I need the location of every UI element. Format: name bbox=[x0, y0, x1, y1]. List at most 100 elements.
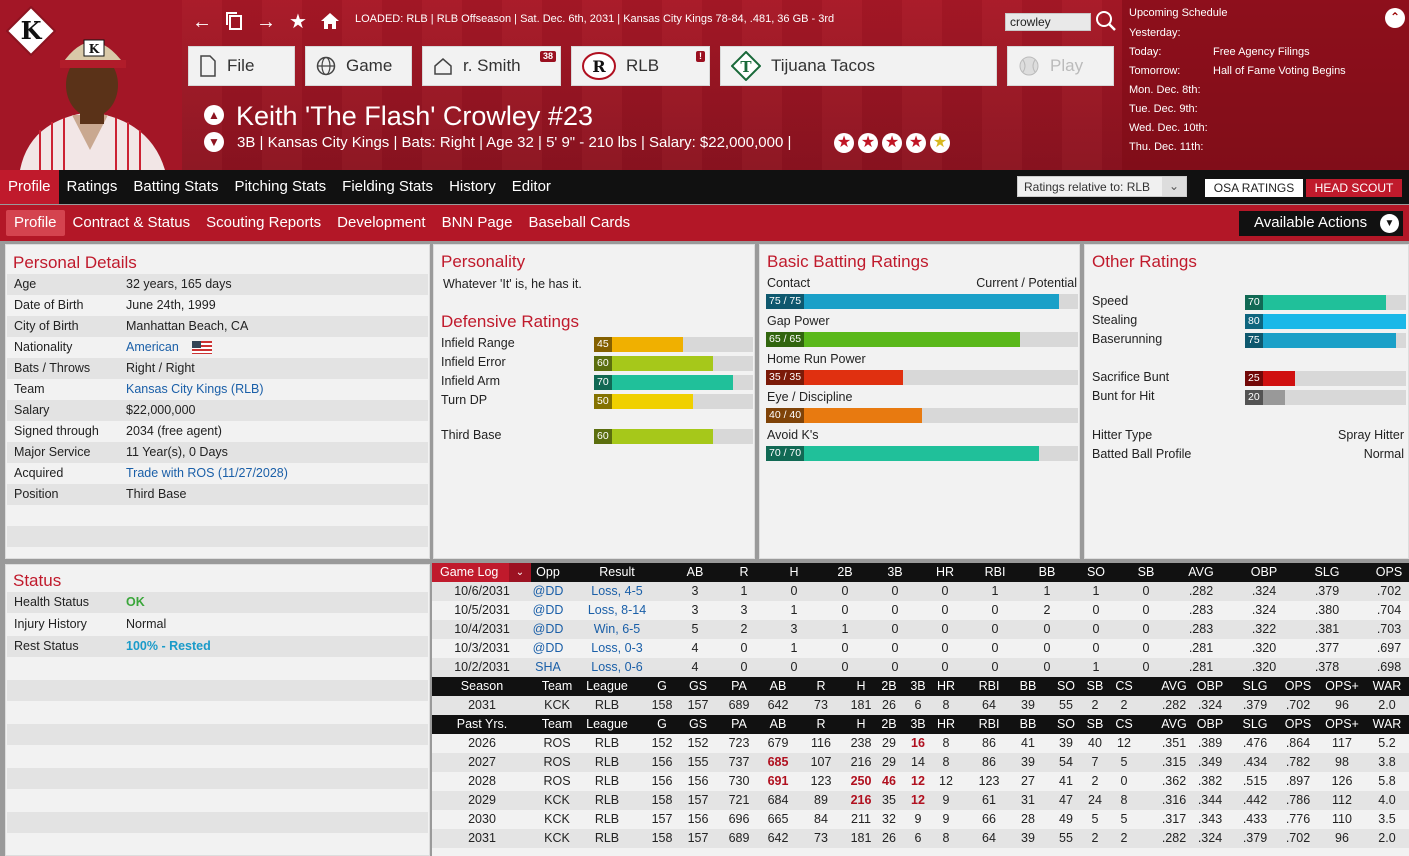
table-cell[interactable]: Loss, 0-6 bbox=[591, 660, 643, 674]
home-icon[interactable] bbox=[318, 10, 342, 34]
column-header[interactable]: 2B bbox=[837, 565, 853, 579]
column-header[interactable]: PA bbox=[731, 717, 747, 731]
column-header[interactable]: AB bbox=[686, 565, 704, 579]
column-header[interactable]: SO bbox=[1086, 565, 1106, 579]
column-header[interactable]: SB bbox=[1137, 565, 1155, 579]
column-header[interactable]: 3B bbox=[910, 717, 926, 731]
column-header[interactable]: BB bbox=[1019, 679, 1037, 693]
column-header[interactable]: R bbox=[816, 679, 826, 693]
column-header[interactable]: SLG bbox=[1242, 679, 1268, 693]
subtab-bnn-page[interactable]: BNN Page bbox=[441, 214, 513, 231]
tab-editor[interactable]: Editor bbox=[511, 178, 551, 195]
column-header[interactable]: R bbox=[816, 717, 826, 731]
column-header[interactable]: Season bbox=[460, 679, 504, 693]
tab-fielding-stats[interactable]: Fielding Stats bbox=[342, 178, 434, 195]
personal-value[interactable]: Trade with ROS (11/27/2028) bbox=[126, 466, 288, 480]
column-header[interactable]: OPS+ bbox=[1325, 717, 1359, 731]
column-header[interactable]: SB bbox=[1086, 717, 1104, 731]
column-header[interactable]: League bbox=[586, 679, 628, 693]
column-header[interactable]: SLG bbox=[1242, 717, 1268, 731]
play-button[interactable]: Play bbox=[1007, 46, 1114, 86]
subtab-scouting-reports[interactable]: Scouting Reports bbox=[206, 214, 322, 231]
next-player-icon[interactable]: ▼ bbox=[204, 132, 224, 152]
subtab-development[interactable]: Development bbox=[337, 214, 426, 231]
column-header[interactable]: BB bbox=[1019, 717, 1037, 731]
column-header[interactable]: 3B bbox=[887, 565, 903, 579]
collapse-header-icon[interactable]: ⌃ bbox=[1385, 8, 1405, 28]
tab-pitching-stats[interactable]: Pitching Stats bbox=[234, 178, 327, 195]
column-header[interactable]: CS bbox=[1115, 679, 1133, 693]
column-header[interactable]: H bbox=[789, 565, 799, 579]
tab-ratings[interactable]: Ratings bbox=[66, 178, 118, 195]
available-actions-button[interactable]: Available Actions ▼ bbox=[1239, 211, 1403, 236]
file-button[interactable]: File bbox=[188, 46, 295, 86]
column-header[interactable]: League bbox=[586, 717, 628, 731]
search-icon[interactable] bbox=[1095, 10, 1117, 32]
column-header[interactable]: GS bbox=[688, 679, 708, 693]
column-header[interactable]: AVG bbox=[1188, 565, 1214, 579]
table-cell[interactable]: Win, 6-5 bbox=[593, 622, 641, 636]
table-cell[interactable]: Loss, 0-3 bbox=[591, 641, 643, 655]
osa-ratings-button[interactable]: OSA RATINGS bbox=[1205, 179, 1303, 197]
column-header[interactable]: OBP bbox=[1196, 717, 1224, 731]
personal-value[interactable]: American bbox=[126, 340, 179, 354]
column-header[interactable]: Team bbox=[541, 717, 573, 731]
league-button[interactable]: R RLB ! bbox=[571, 46, 710, 86]
table-cell[interactable]: @DD bbox=[532, 622, 564, 636]
column-header[interactable]: OPS bbox=[1284, 717, 1312, 731]
tab-history[interactable]: History bbox=[449, 178, 496, 195]
subtab-baseball-cards[interactable]: Baseball Cards bbox=[528, 214, 631, 231]
column-header[interactable]: Team bbox=[541, 679, 573, 693]
column-header[interactable]: RBI bbox=[978, 717, 1000, 731]
table-cell[interactable]: SHA bbox=[535, 660, 561, 674]
column-header[interactable]: OBP bbox=[1250, 565, 1278, 579]
manager-button[interactable]: r. Smith 38 bbox=[422, 46, 561, 86]
column-header[interactable]: AB bbox=[769, 679, 787, 693]
column-header[interactable]: G bbox=[657, 679, 667, 693]
column-header[interactable]: RBI bbox=[978, 679, 1000, 693]
column-header[interactable]: CS bbox=[1115, 717, 1133, 731]
ratings-relative-select[interactable]: Ratings relative to: RLB ⌄ bbox=[1017, 176, 1187, 197]
column-header[interactable]: SO bbox=[1056, 679, 1076, 693]
table-cell[interactable]: Loss, 4-5 bbox=[591, 584, 643, 598]
copy-icon[interactable] bbox=[222, 10, 246, 34]
game-button[interactable]: Game bbox=[305, 46, 412, 86]
forward-arrow-icon[interactable]: → bbox=[256, 11, 276, 33]
column-header[interactable]: HR bbox=[936, 679, 956, 693]
game-log-select[interactable]: Game Log ⌄ bbox=[432, 563, 531, 582]
personal-value[interactable]: Kansas City Kings (RLB) bbox=[126, 382, 264, 396]
column-header[interactable]: Opp bbox=[536, 565, 560, 579]
column-header[interactable]: OPS+ bbox=[1325, 679, 1359, 693]
star-icon[interactable]: ★ bbox=[289, 11, 307, 33]
tab-profile[interactable]: Profile bbox=[0, 170, 59, 204]
table-cell[interactable]: Loss, 8-14 bbox=[587, 603, 647, 617]
column-header[interactable]: OPS bbox=[1284, 679, 1312, 693]
column-header[interactable]: HR bbox=[936, 717, 956, 731]
column-header[interactable]: AVG bbox=[1161, 717, 1187, 731]
column-header[interactable]: Past Yrs. bbox=[456, 717, 508, 731]
column-header[interactable]: BB bbox=[1038, 565, 1056, 579]
column-header[interactable]: AB bbox=[769, 717, 787, 731]
table-cell[interactable]: @DD bbox=[532, 603, 564, 617]
column-header[interactable]: WAR bbox=[1372, 717, 1402, 731]
column-header[interactable]: OBP bbox=[1196, 679, 1224, 693]
column-header[interactable]: SO bbox=[1056, 717, 1076, 731]
table-cell[interactable]: @DD bbox=[532, 584, 564, 598]
column-header[interactable]: RBI bbox=[984, 565, 1006, 579]
subtab-contract-status[interactable]: Contract & Status bbox=[72, 214, 191, 231]
column-header[interactable]: OPS bbox=[1375, 565, 1403, 579]
team-button[interactable]: T Tijuana Tacos bbox=[720, 46, 997, 86]
column-header[interactable]: R bbox=[739, 565, 749, 579]
column-header[interactable]: PA bbox=[731, 679, 747, 693]
tab-batting-stats[interactable]: Batting Stats bbox=[133, 178, 219, 195]
table-cell[interactable]: @DD bbox=[532, 641, 564, 655]
column-header[interactable]: Result bbox=[599, 565, 635, 579]
head-scout-button[interactable]: HEAD SCOUT bbox=[1306, 179, 1402, 197]
column-header[interactable]: GS bbox=[688, 717, 708, 731]
column-header[interactable]: 2B bbox=[881, 679, 897, 693]
back-arrow-icon[interactable]: ← bbox=[192, 11, 212, 33]
search-input[interactable]: crowley bbox=[1005, 13, 1091, 31]
column-header[interactable]: SB bbox=[1086, 679, 1104, 693]
column-header[interactable]: SLG bbox=[1314, 565, 1340, 579]
column-header[interactable]: G bbox=[657, 717, 667, 731]
